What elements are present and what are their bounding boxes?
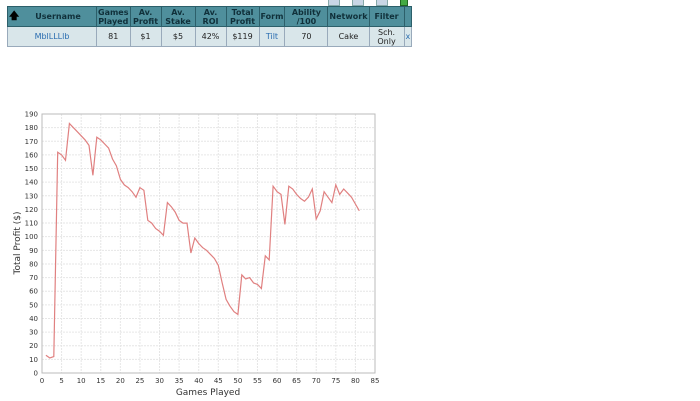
x-tick-label: 40	[194, 377, 203, 385]
cell-ability: 70	[284, 26, 329, 47]
x-tick-label: 70	[312, 377, 321, 385]
x-tick-label: 30	[155, 377, 164, 385]
toolbar-icons	[328, 0, 408, 6]
cell-total-profit: $119	[225, 26, 260, 47]
x-tick-label: 65	[292, 377, 301, 385]
profit-chart: 0 5 10 15 20 25 30 35 40 45 50 55 60 65 70 75 80 85 0 10 20 3…	[13, 111, 380, 399]
x-tick-label: 10	[77, 377, 86, 385]
cell-games: 81	[96, 26, 131, 47]
y-tick-label: 60	[29, 288, 38, 296]
username-link[interactable]: MblLLLlb	[34, 32, 70, 41]
y-tick-label: 100	[25, 233, 38, 241]
x-tick-label: 25	[135, 377, 144, 385]
refresh-icon[interactable]	[376, 0, 388, 6]
header-filter[interactable]: Filter	[368, 6, 405, 27]
y-tick-label: 120	[25, 206, 38, 214]
y-tick-label: 40	[29, 315, 38, 323]
form-link[interactable]: Tilt	[265, 32, 279, 41]
x-tick-label: 35	[175, 377, 184, 385]
x-tick-label: 60	[273, 377, 282, 385]
x-tick-label: 85	[371, 377, 380, 385]
player-stats-table: 🡅 Username Games Played Av. Profit Av. St…	[7, 6, 413, 47]
header-form[interactable]: Form	[258, 6, 286, 27]
x-tick-label: 0	[40, 377, 44, 385]
ticks: 0 5 10 15 20 25 30 35 40 45 50 55 60 65 70 75 80 85 0 10 20 3…	[25, 111, 380, 386]
y-tick-label: 170	[25, 138, 38, 146]
y-tick-label: 180	[25, 124, 38, 132]
y-tick-label: 160	[25, 151, 38, 159]
x-tick-label: 20	[116, 377, 125, 385]
y-tick-label: 110	[25, 220, 38, 228]
y-tick-label: 150	[25, 165, 38, 173]
x-axis-label: Games Played	[176, 388, 240, 398]
header-blank	[403, 6, 413, 27]
plot-frame	[41, 113, 376, 374]
header-ability[interactable]: Ability /100	[284, 6, 329, 27]
y-tick-label: 10	[29, 356, 38, 364]
cell-av-profit: $1	[129, 26, 162, 47]
y-tick-label: 140	[25, 179, 38, 187]
y-tick-label: 20	[29, 342, 38, 350]
x-tick-label: 45	[214, 377, 223, 385]
x-tick-label: 50	[233, 377, 242, 385]
arrow-up-icon[interactable]: 🡅	[9, 11, 20, 22]
print-icon[interactable]	[352, 0, 364, 6]
y-tick-label: 190	[25, 111, 38, 119]
x-tick-label: 80	[351, 377, 360, 385]
export-icon[interactable]	[328, 0, 340, 6]
header-row: 🡅 Username Games Played Av. Profit Av. St…	[7, 6, 413, 27]
header-username[interactable]: 🡅 Username	[7, 6, 97, 27]
header-network[interactable]: Network	[327, 6, 370, 27]
y-tick-label: 0	[34, 370, 38, 378]
excel-icon[interactable]	[400, 0, 408, 6]
y-axis-label: Total Profit ($)	[13, 212, 23, 276]
x-tick-label: 5	[59, 377, 63, 385]
header-total-profit[interactable]: Total Profit	[225, 6, 260, 27]
y-tick-label: 80	[29, 260, 38, 268]
header-roi[interactable]: Av. ROI	[194, 6, 227, 27]
header-av-stake[interactable]: Av. Stake	[160, 6, 196, 27]
x-tick-label: 55	[253, 377, 262, 385]
y-tick-label: 70	[29, 274, 38, 282]
header-games[interactable]: Games Played	[96, 6, 131, 27]
header-av-profit[interactable]: Av. Profit	[129, 6, 162, 27]
table-row: MblLLLlb 81 $1 $5 42% $119 Tilt 70 Cake …	[7, 26, 413, 47]
cell-network: Cake	[327, 26, 370, 47]
y-tick-label: 30	[29, 329, 38, 337]
cell-filter: Sch. Only	[368, 26, 405, 47]
remove-filter-button[interactable]: x	[405, 32, 411, 41]
y-tick-label: 50	[29, 301, 38, 309]
grid	[41, 113, 376, 374]
y-tick-label: 130	[25, 192, 38, 200]
x-tick-label: 15	[96, 377, 105, 385]
cell-roi: 42%	[194, 26, 227, 47]
series-line	[45, 122, 360, 359]
y-tick-label: 90	[29, 247, 38, 255]
cell-av-stake: $5	[160, 26, 196, 47]
x-tick-label: 75	[331, 377, 340, 385]
